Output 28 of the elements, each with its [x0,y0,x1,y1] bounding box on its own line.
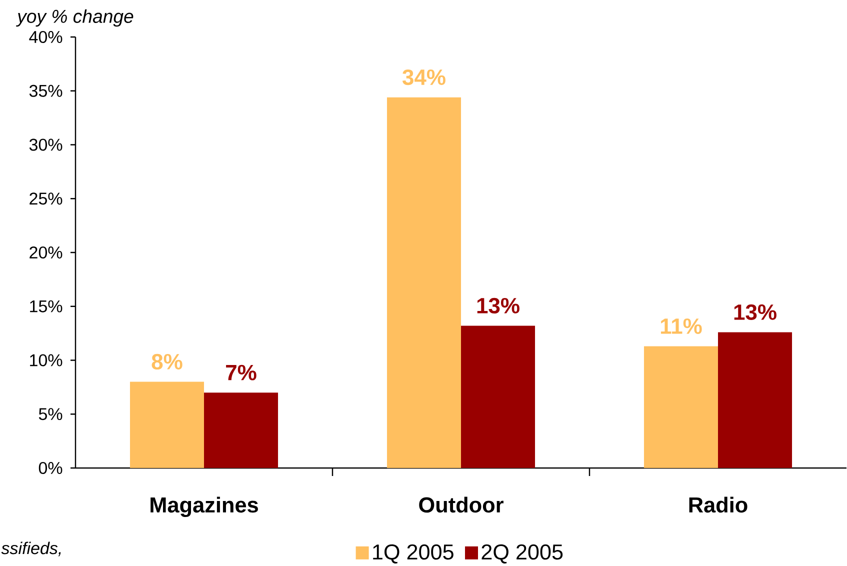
bar [204,392,278,468]
data-label: 7% [226,364,256,380]
bar [644,346,718,468]
y-tick-label: 35% [29,84,62,97]
y-tick-label: 10% [30,354,62,366]
x-tick-label: Magazines [150,496,258,518]
text: ssifieds, [1,542,61,556]
bar [461,326,536,468]
data-label: 13% [477,298,520,314]
data-label: 8% [152,354,182,370]
data-label: 34% [402,69,446,86]
bar [386,97,461,468]
y-tick-label: 30% [29,138,62,151]
y-axis-title: yoy % change [16,9,134,27]
y-tick-label: 0% [38,462,62,474]
x-tick-label: Radio [689,496,748,513]
y-tick-label: 20% [30,246,62,259]
data-label: 11% [660,318,702,334]
y-tick-label: 5% [38,408,62,420]
y-tick-label: 15% [30,300,62,312]
data-label: 13% [734,304,776,320]
y-tick-label: 40% [29,30,62,44]
x-tick-label: Outdoor [419,496,504,513]
legend-label: 1Q 2005 [373,544,454,564]
y-tick-label: 25% [30,192,62,205]
legend-label: 2Q 2005 [482,544,563,564]
bar [718,332,792,468]
bar [130,382,204,468]
